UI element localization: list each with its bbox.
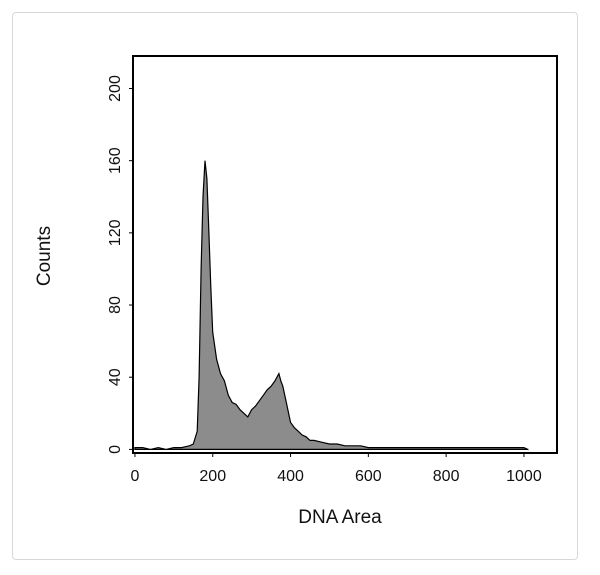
y-tick-label: 120 — [107, 219, 124, 246]
y-tick-label: 80 — [107, 296, 124, 314]
x-tick-label: 0 — [130, 468, 139, 485]
x-tick-label: 400 — [277, 468, 304, 485]
y-tick-label: 40 — [107, 368, 124, 386]
x-axis-label: DNA Area — [298, 507, 382, 528]
x-tick-label: 600 — [355, 468, 382, 485]
card — [12, 12, 578, 560]
y-tick-label: 200 — [107, 75, 124, 102]
plot-frame — [132, 55, 558, 454]
y-tick-label: 0 — [107, 445, 124, 454]
histogram-area — [134, 160, 529, 451]
x-tick-label: 200 — [199, 468, 226, 485]
y-axis-label: Counts — [34, 226, 55, 286]
x-tick-label: 800 — [433, 468, 460, 485]
x-tick-label: 1000 — [506, 468, 542, 485]
y-tick-label: 160 — [107, 147, 124, 174]
